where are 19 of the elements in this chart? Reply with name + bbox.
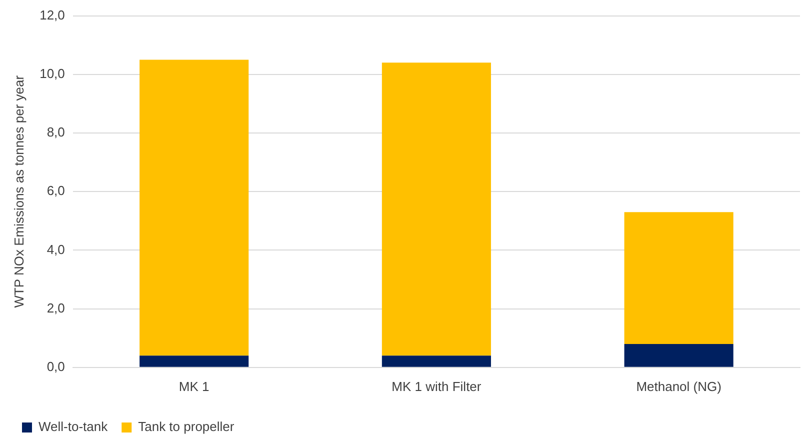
y-axis-title: WTP NOx Emissions as tonnes per year (11, 74, 26, 308)
y-tick-label: 2,0 (46, 300, 65, 316)
x-tick-label: MK 1 (178, 378, 210, 394)
bar (382, 62, 491, 356)
bar (140, 356, 249, 367)
y-tick-label: 10,0 (40, 66, 65, 81)
bar (624, 212, 734, 344)
legend-label: Tank to propeller (138, 419, 235, 434)
y-tick-label: 12,0 (40, 7, 65, 22)
y-tick-label: 4,0 (46, 242, 65, 257)
bar (140, 60, 249, 356)
y-tick-label: 8,0 (46, 124, 65, 140)
y-tick-label: 0,0 (46, 358, 65, 374)
y-tick-label: 6,0 (46, 183, 65, 198)
bar (624, 344, 734, 367)
x-tick-label: Methanol (NG) (636, 378, 722, 394)
bar (382, 356, 491, 367)
legend-label: Well-to-tank (38, 419, 108, 434)
x-tick-label: MK 1 with Filter (392, 378, 482, 394)
